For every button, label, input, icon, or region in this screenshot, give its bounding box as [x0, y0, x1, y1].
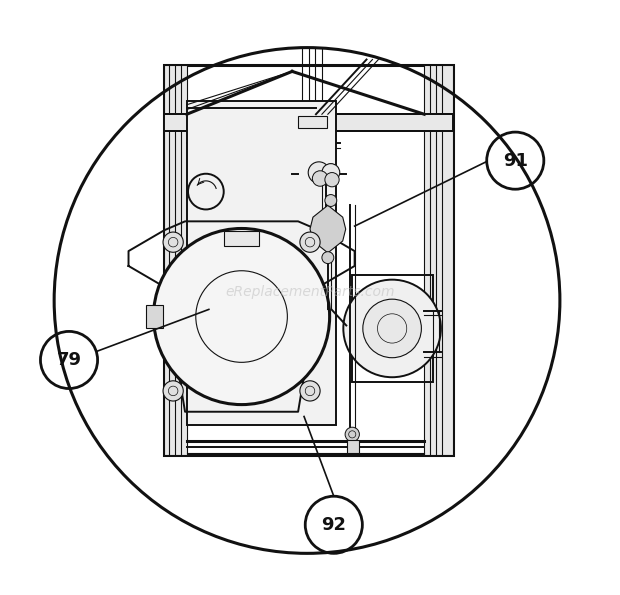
Bar — [164, 65, 187, 455]
Bar — [424, 65, 453, 455]
Circle shape — [322, 164, 340, 181]
Circle shape — [40, 331, 97, 389]
Circle shape — [163, 232, 184, 252]
Text: 79: 79 — [56, 351, 81, 369]
Circle shape — [325, 195, 337, 206]
Text: 92: 92 — [321, 516, 347, 534]
Bar — [224, 231, 259, 246]
Circle shape — [154, 228, 330, 405]
Circle shape — [325, 173, 339, 187]
Text: eReplacementParts.com: eReplacementParts.com — [225, 284, 395, 299]
Text: 91: 91 — [503, 152, 528, 170]
Polygon shape — [310, 205, 346, 253]
Bar — [347, 440, 360, 453]
Bar — [164, 114, 453, 131]
Bar — [352, 275, 433, 382]
Circle shape — [345, 427, 360, 441]
Circle shape — [343, 280, 441, 377]
Circle shape — [163, 381, 184, 401]
Bar — [187, 101, 335, 425]
Circle shape — [487, 132, 544, 189]
Bar — [146, 305, 163, 328]
Circle shape — [300, 381, 320, 401]
Bar — [164, 65, 453, 455]
Bar — [298, 116, 327, 128]
Circle shape — [322, 252, 334, 264]
Circle shape — [308, 162, 330, 183]
Circle shape — [305, 496, 362, 553]
Circle shape — [363, 299, 422, 358]
Circle shape — [312, 171, 328, 186]
Circle shape — [300, 232, 320, 252]
